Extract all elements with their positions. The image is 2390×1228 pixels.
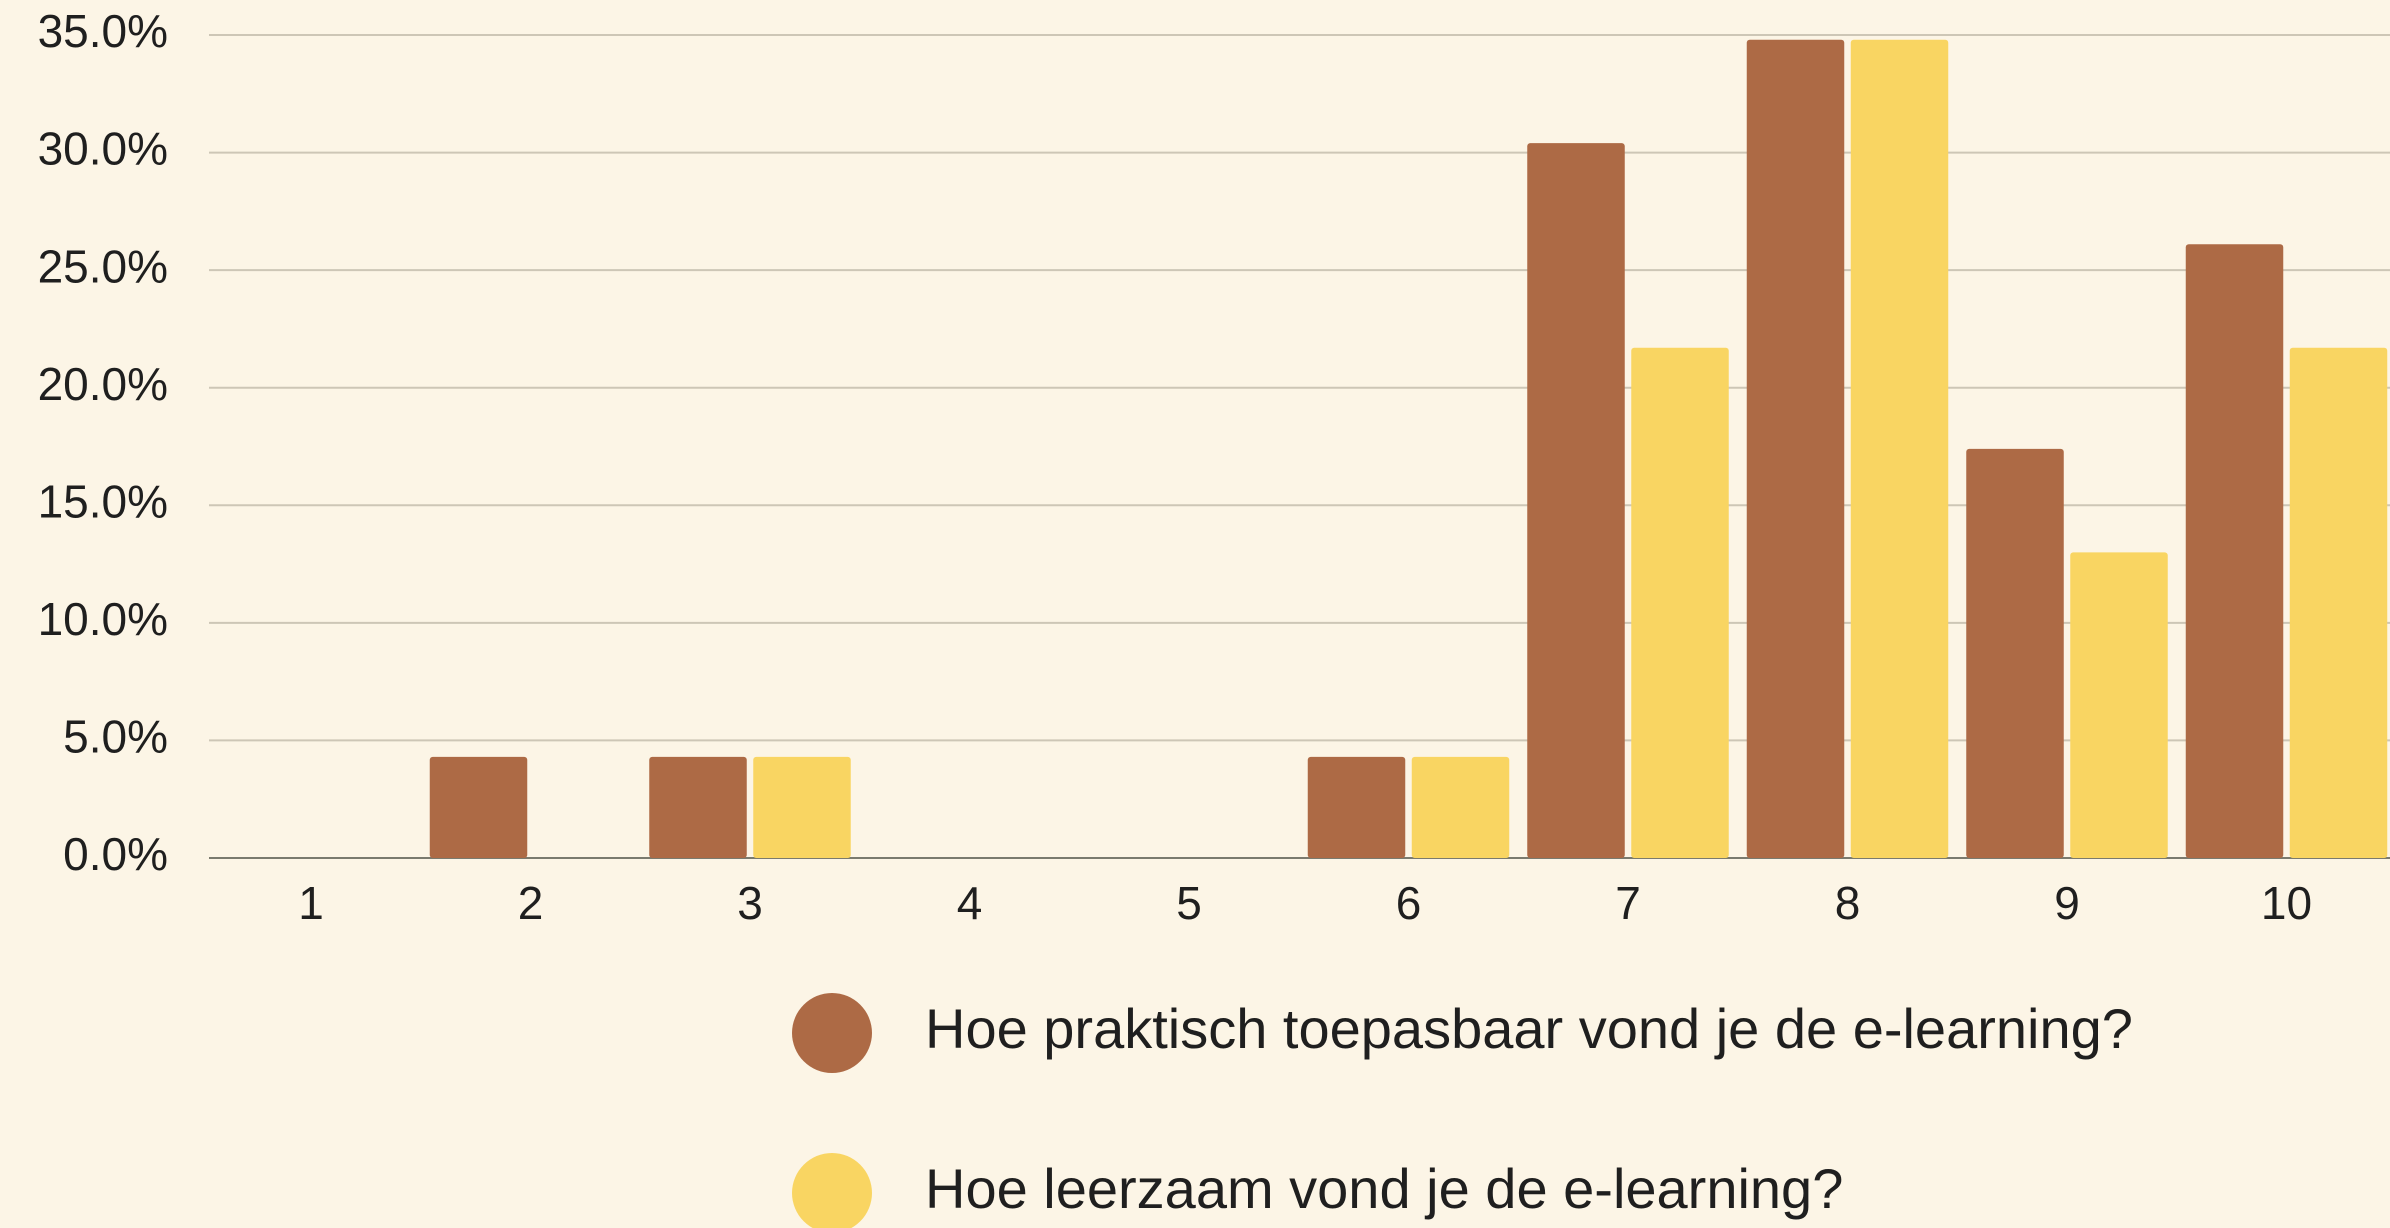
y-tick-label: 35.0% bbox=[38, 5, 168, 57]
legend-swatch bbox=[792, 1153, 872, 1228]
y-tick-label: 20.0% bbox=[38, 358, 168, 410]
bar bbox=[1307, 756, 1406, 858]
x-tick-label: 8 bbox=[1835, 877, 1861, 929]
y-tick-label: 0.0% bbox=[63, 828, 168, 880]
bar bbox=[753, 756, 851, 858]
y-tick-label: 15.0% bbox=[38, 475, 168, 527]
legend-label: Hoe leerzaam vond je de e-learning? bbox=[925, 1157, 1843, 1220]
bar bbox=[1527, 143, 1625, 858]
y-tick-label: 25.0% bbox=[38, 240, 168, 292]
bar bbox=[1746, 39, 1845, 858]
bar bbox=[429, 756, 528, 858]
x-tick-label: 6 bbox=[1396, 877, 1422, 929]
bar bbox=[649, 756, 747, 858]
y-tick-label: 30.0% bbox=[38, 123, 168, 175]
bar bbox=[1966, 448, 2064, 858]
x-tick-label: 7 bbox=[1615, 877, 1641, 929]
x-tick-label: 4 bbox=[957, 877, 983, 929]
x-tick-label: 3 bbox=[737, 877, 763, 929]
bar bbox=[2185, 244, 2284, 858]
x-tick-label: 9 bbox=[2054, 877, 2080, 929]
y-tick-label: 10.0% bbox=[38, 593, 168, 645]
x-tick-label: 2 bbox=[518, 877, 544, 929]
bar bbox=[1850, 39, 1949, 858]
bar bbox=[2070, 552, 2168, 858]
legend-label: Hoe praktisch toepasbaar vond je de e-le… bbox=[925, 997, 2133, 1060]
legend-swatch bbox=[792, 993, 872, 1073]
x-tick-label: 1 bbox=[298, 877, 324, 929]
bar bbox=[2289, 347, 2388, 858]
bar bbox=[1631, 347, 1729, 858]
x-tick-label: 10 bbox=[2261, 877, 2312, 929]
x-tick-label: 5 bbox=[1176, 877, 1202, 929]
bar bbox=[1411, 756, 1510, 858]
y-tick-label: 5.0% bbox=[63, 711, 168, 763]
